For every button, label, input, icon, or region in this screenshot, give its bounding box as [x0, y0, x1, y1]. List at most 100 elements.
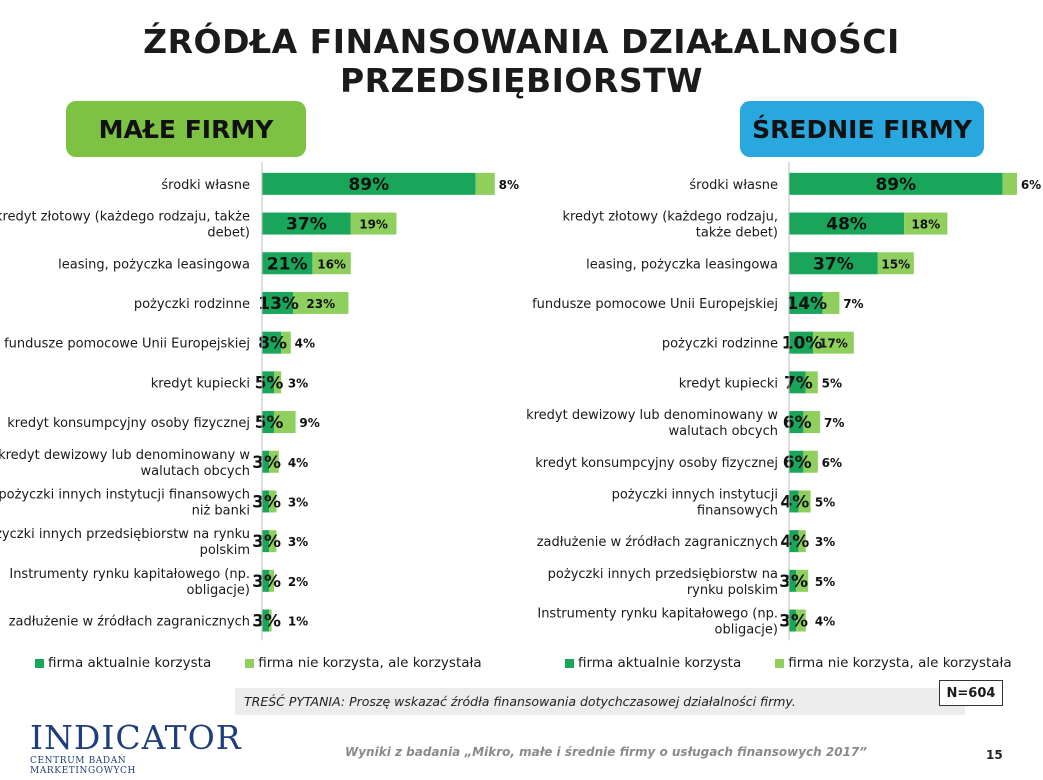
bar-current [262, 371, 274, 394]
value-label-former: 4% [288, 456, 308, 470]
bar-former [269, 490, 277, 513]
bar-current [262, 331, 282, 354]
bar-current [262, 490, 270, 513]
legend-right: firma aktualnie korzysta firma nie korzy… [565, 655, 1012, 671]
value-label-current: 21% [267, 254, 308, 274]
bar-current [262, 252, 313, 275]
bar-former [281, 331, 291, 354]
category-label: kredyt kupiecki [151, 376, 250, 391]
value-label-current: 89% [875, 175, 916, 195]
value-label-current: 7% [784, 373, 813, 393]
value-label-current: 13% [258, 294, 299, 314]
legend-item-former-2: firma nie korzysta, ale korzystała [775, 655, 1012, 671]
bar-former [822, 291, 840, 314]
bar-former [904, 212, 948, 235]
bar-current [789, 411, 804, 434]
value-label-current: 5% [255, 373, 284, 393]
bar-former [269, 609, 272, 632]
category-label: Instrumenty rynku kapitałowego (np. [9, 567, 250, 582]
value-label-former: 5% [815, 495, 835, 509]
bar-current [262, 609, 270, 632]
category-label: pożyczki rodzinne [662, 337, 778, 352]
legend-label-former-2: firma nie korzysta, ale korzystała [788, 655, 1012, 671]
category-label: pożyczki innych przedsiębiorstw na rynku [0, 527, 250, 542]
value-label-current: 4% [780, 532, 809, 552]
bar-current [262, 411, 274, 434]
bar-former [1002, 172, 1017, 195]
value-label-former: 4% [815, 615, 835, 629]
legend-label-current: firma aktualnie korzysta [48, 655, 212, 671]
value-label-former: 17% [819, 337, 848, 351]
value-label-former: 1% [288, 615, 308, 629]
bar-current [789, 291, 823, 314]
value-label-former: 19% [359, 218, 388, 232]
category-label: walutach obcych [141, 464, 250, 479]
value-label-current: 37% [286, 215, 327, 235]
bar-former [269, 530, 277, 553]
value-label-current: 3% [252, 492, 281, 512]
bar-former [274, 371, 282, 394]
bar-former [269, 450, 279, 473]
category-label: fundusze pomocowe Unii Europejskiej [4, 337, 250, 352]
legend-label-current-2: firma aktualnie korzysta [578, 655, 742, 671]
logo-subtitle: CENTRUM BADAŃ MARKETINGOWYCH [30, 756, 136, 776]
legend-item-former: firma nie korzysta, ale korzystała [245, 655, 482, 671]
question-bar [235, 688, 965, 715]
value-label-former: 2% [288, 575, 308, 589]
value-label-current: 14% [786, 294, 827, 314]
category-label: pożyczki innych przedsiębiorstw na [548, 567, 778, 582]
bar-current [789, 569, 797, 592]
legend-swatch-current [35, 658, 44, 668]
bar-current [262, 450, 270, 473]
value-label-former: 18% [911, 218, 940, 232]
legend-item-current-2: firma aktualnie korzysta [565, 655, 741, 671]
category-label: kredyt konsumpcyjny osoby fizycznej [7, 416, 250, 431]
bar-current [789, 252, 878, 275]
category-label: zadłużenie w źródłach zagranicznych [537, 535, 778, 550]
bar-former [475, 172, 495, 195]
value-label-current: 3% [252, 612, 281, 632]
bar-current [262, 172, 476, 195]
indicator-logo: INDICATOR CENTRUM BADAŃ MARKETINGOWYCH [30, 720, 241, 777]
bar-former [796, 569, 809, 592]
bar-current [789, 450, 804, 473]
bar-current [789, 490, 799, 513]
bar-former [803, 411, 821, 434]
category-label: pożyczki innych instytucji [612, 487, 778, 502]
category-label: obligacje) [187, 583, 250, 598]
value-label-current: 3% [252, 453, 281, 473]
category-label: Instrumenty rynku kapitałowego (np. [537, 607, 778, 622]
category-label: także debet) [696, 226, 778, 241]
page-title: ŹRÓDŁA FINANSOWANIA DZIAŁALNOŚCI PRZEDSI… [143, 22, 900, 100]
bar-former [274, 411, 296, 434]
value-label-current: 10% [782, 334, 823, 354]
value-label-current: 4% [780, 492, 809, 512]
category-label: niż banki [192, 503, 250, 518]
category-label: obligacje) [715, 623, 778, 638]
value-label-former: 16% [317, 257, 346, 271]
value-label-former: 6% [1021, 178, 1041, 192]
category-label: leasing, pożyczka leasingowa [586, 257, 778, 272]
bar-current [262, 291, 294, 314]
bar-former [293, 291, 349, 314]
value-label-current: 48% [826, 215, 867, 235]
value-label-current: 8% [258, 334, 287, 354]
bar-former [350, 212, 397, 235]
value-label-former: 3% [288, 495, 308, 509]
category-label: kredyt złotowy (każdego rodzaju, także [0, 210, 250, 225]
bar-former [813, 331, 854, 354]
small-firms-badge: MAŁE FIRMY [66, 101, 306, 157]
question-text: TREŚĆ PYTANIA: Proszę wskazać źródła fin… [244, 694, 796, 709]
category-label: finansowych [697, 503, 778, 518]
category-label: walutach obcych [669, 424, 778, 439]
legend-label-former: firma nie korzysta, ale korzystała [258, 655, 482, 671]
footer-source: Wyniki z badania „Mikro, małe i średnie … [345, 745, 868, 759]
value-label-current: 3% [779, 572, 808, 592]
bar-current [262, 530, 270, 553]
category-label: debet) [207, 226, 250, 241]
value-label-former: 3% [288, 376, 308, 390]
category-label: pożyczki innych instytucji finansowych [0, 487, 250, 502]
value-label-former: 7% [843, 297, 863, 311]
bar-former [796, 609, 806, 632]
